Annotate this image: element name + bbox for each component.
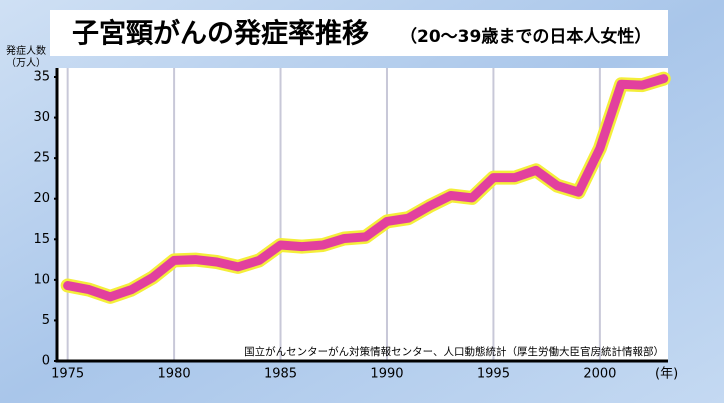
y-unit: （万人） [6,57,46,69]
source-note: 国立がんセンターがん対策情報センター、人口動態統計（厚生労働大臣官房統計情報部） [244,345,664,358]
chart-title: 子宮頸がんの発症率推移 [72,18,369,50]
y-label: 発症人数 [6,44,46,57]
x-tick-label: 1975 [51,367,84,382]
data-line [63,74,669,302]
y-tick-label: 10 [33,272,50,287]
x-tick-label: 1985 [264,367,297,382]
y-tick-label: 5 [42,313,50,328]
y-tick-label: 0 [42,354,50,369]
x-label: (年) [655,367,678,382]
x-tick-label: 2000 [583,367,616,382]
y-tick-label: 15 [33,232,50,247]
y-tick-label: 30 [33,110,50,125]
y-tick-label: 35 [33,70,50,85]
x-tick-label: 1980 [158,367,191,382]
x-tick-label: 1990 [370,367,403,382]
title-box [50,10,668,56]
y-tick-label: 20 [33,191,50,206]
x-tick-label: 1995 [477,367,510,382]
y-tick-label: 25 [33,151,50,166]
plot-area [57,68,668,361]
chart-subtitle: （20～39歳までの日本人女性） [400,26,651,47]
